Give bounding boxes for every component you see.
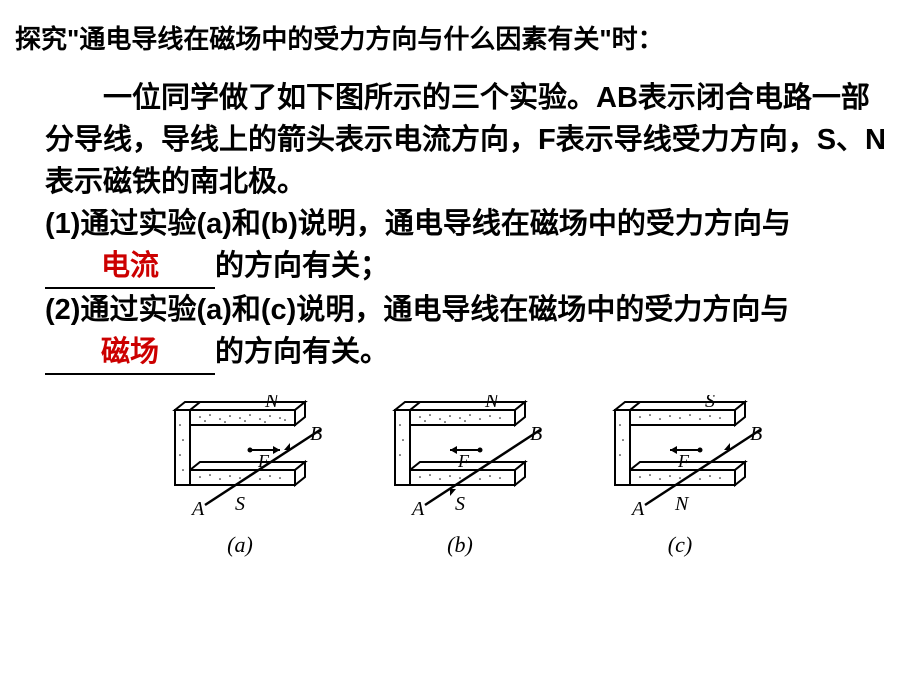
- q2-blank: 磁场: [45, 331, 215, 375]
- magnet-diagram-a: N S B A F: [150, 395, 330, 530]
- main-content: 一位同学做了如下图所示的三个实验。AB表示闭合电路一部分导线，导线上的箭头表示电…: [15, 77, 905, 375]
- diagram-c: S N B A F (c): [590, 395, 770, 558]
- q1-blank: 电流: [45, 245, 215, 289]
- page-title: 探究"通电导线在磁场中的受力方向与什么因素有关"时：: [15, 20, 905, 59]
- svg-text:N: N: [264, 395, 280, 412]
- q1-answer: 电流: [101, 250, 159, 282]
- diagram-b: N S B A F (b): [370, 395, 550, 558]
- svg-text:S: S: [705, 395, 715, 412]
- svg-text:A: A: [630, 498, 645, 520]
- svg-text:B: B: [310, 423, 322, 445]
- diagram-a-label: (a): [150, 532, 330, 558]
- q1-prefix: (1)通过实验(a)和(b)说明，通电导线在磁场中的受力方向与: [45, 208, 791, 240]
- intro-text: 一位同学做了如下图所示的三个实验。AB表示闭合电路一部分导线，导线上的箭头表示电…: [45, 82, 886, 198]
- magnet-diagram-b: N S B A F: [370, 395, 550, 530]
- svg-text:B: B: [530, 423, 542, 445]
- svg-text:B: B: [750, 423, 762, 445]
- svg-text:F: F: [457, 451, 470, 471]
- svg-text:N: N: [674, 493, 690, 515]
- svg-text:A: A: [410, 498, 425, 520]
- q2-prefix: (2)通过实验(a)和(c)说明，通电导线在磁场中的受力方向与: [45, 294, 789, 326]
- q1-suffix: 的方向有关；: [215, 250, 389, 282]
- magnet-diagram-c: S N B A F: [590, 395, 770, 530]
- diagram-container: N S B A F (a): [15, 395, 905, 558]
- svg-text:F: F: [257, 451, 270, 471]
- svg-text:F: F: [677, 451, 690, 471]
- svg-text:S: S: [455, 493, 465, 515]
- svg-text:A: A: [190, 498, 205, 520]
- svg-text:N: N: [484, 395, 500, 412]
- diagram-c-label: (c): [590, 532, 770, 558]
- svg-text:S: S: [235, 493, 245, 515]
- diagram-b-label: (b): [370, 532, 550, 558]
- q2-suffix: 的方向有关。: [215, 336, 389, 368]
- q2-answer: 磁场: [101, 336, 159, 368]
- diagram-a: N S B A F (a): [150, 395, 330, 558]
